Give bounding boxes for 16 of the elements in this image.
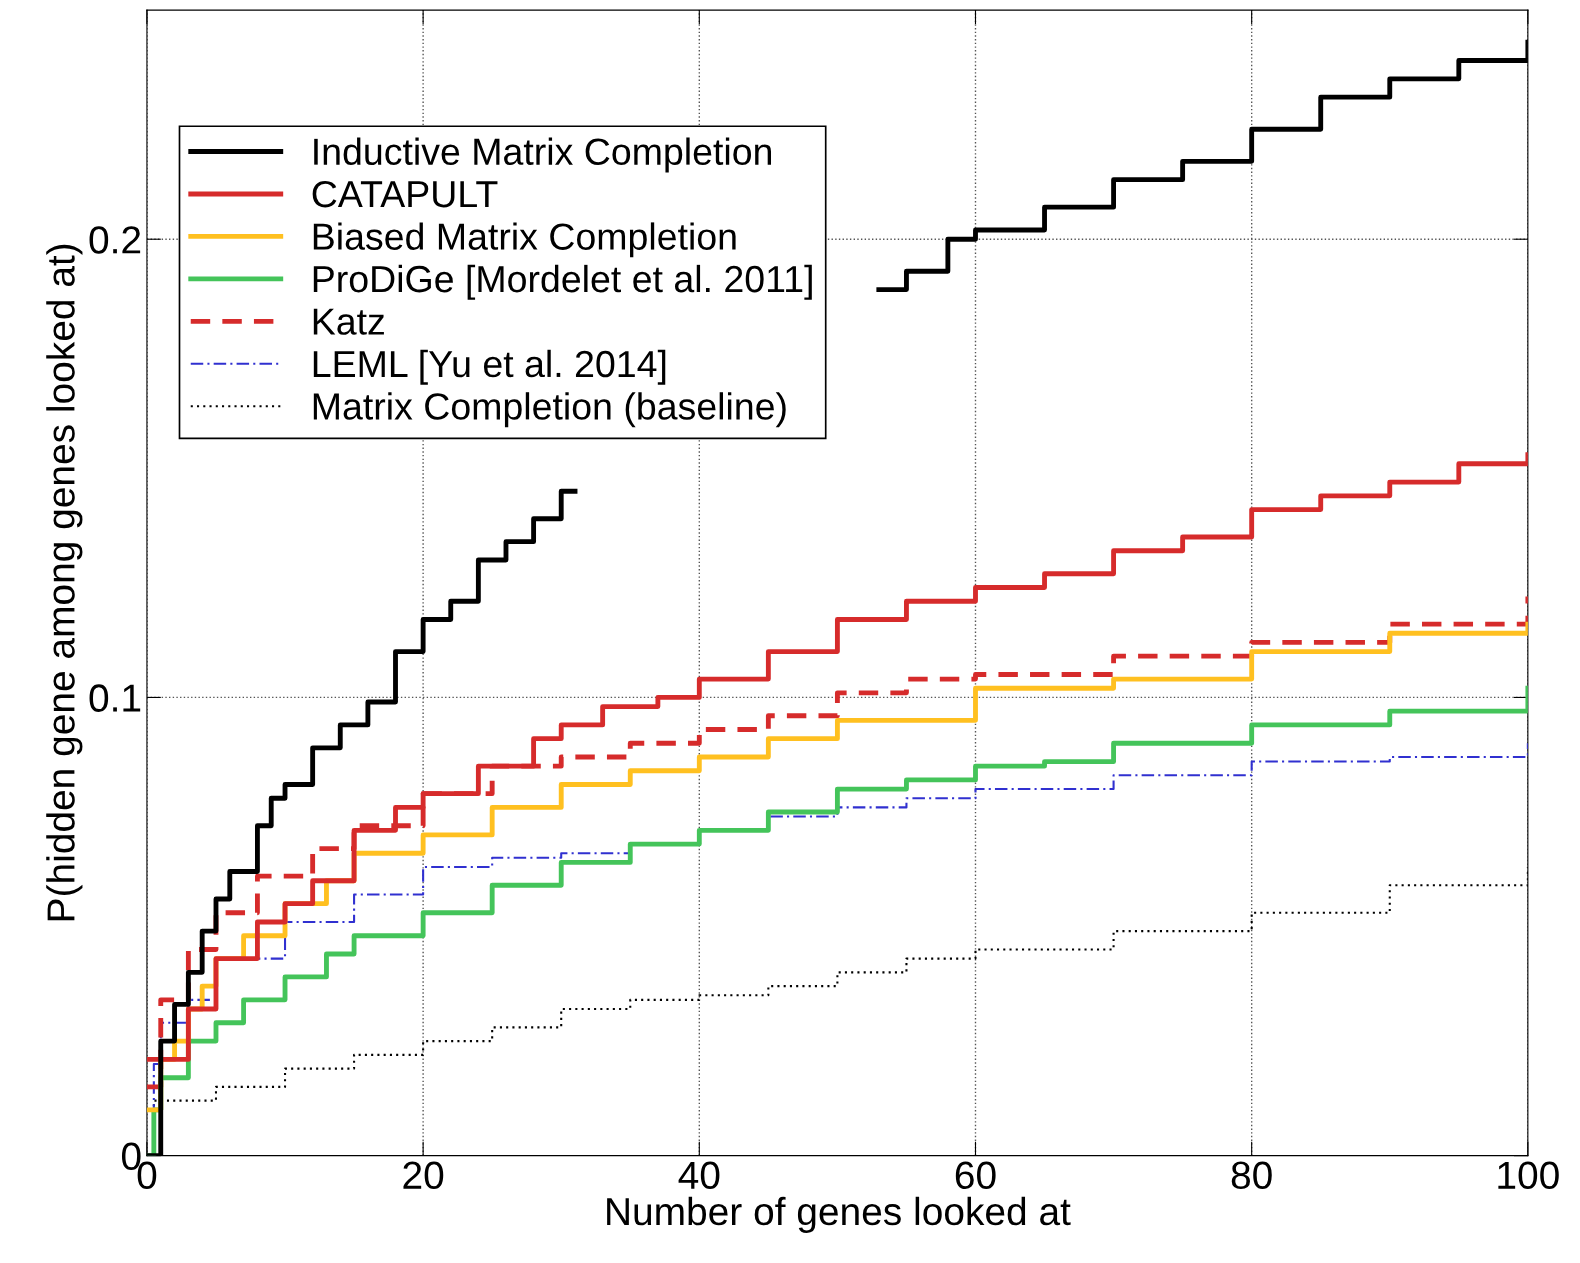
legend-label: CATAPULT xyxy=(312,180,498,208)
legend-label: Matrix Completion (baseline) xyxy=(313,392,786,428)
legend-label: Inductive Matrix Completion xyxy=(314,137,771,173)
x-tick-label: 40 xyxy=(678,1161,720,1190)
y-tick-label: 0.2 xyxy=(89,226,141,254)
y-axis-title: P(hidden gene among genes looked at) xyxy=(46,244,83,921)
legend-label: ProDiGe [Mordelet et al. 2011] xyxy=(313,264,812,300)
x-tick-label: 20 xyxy=(403,1161,444,1190)
legend-label: Biased Matrix Completion xyxy=(313,222,736,258)
x-tick-label: 80 xyxy=(1231,1161,1272,1190)
legend-label: LEML [Yu et al. 2014] xyxy=(313,349,666,385)
x-tick-label: 100 xyxy=(1498,1161,1559,1190)
y-tick-label: 0.1 xyxy=(89,684,141,712)
legend-label: Katz xyxy=(313,308,384,335)
x-axis-title: Number of genes looked at xyxy=(607,1196,1071,1234)
x-tick-label: 60 xyxy=(955,1161,996,1190)
